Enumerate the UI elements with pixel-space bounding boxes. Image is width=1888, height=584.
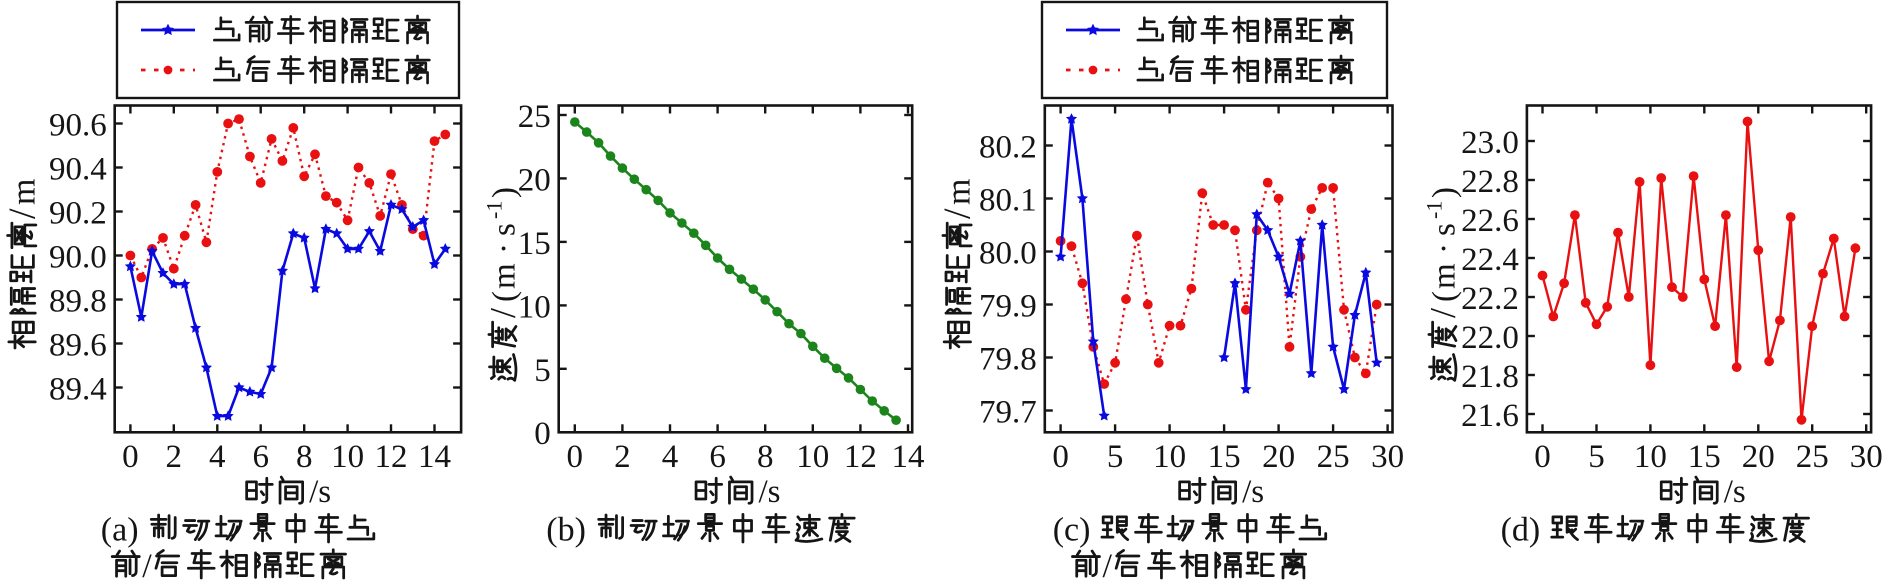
svg-text:10: 10 [796,439,829,475]
svg-text:30: 30 [1371,439,1404,475]
svg-text:89.4: 89.4 [49,372,107,408]
svg-text:79.8: 79.8 [979,342,1037,378]
svg-text:90.4: 90.4 [49,152,107,188]
svg-text:10: 10 [331,439,364,475]
svg-text:21.6: 21.6 [1461,398,1519,434]
svg-text:10: 10 [518,289,551,325]
svg-text:22.2: 22.2 [1461,281,1519,317]
svg-text:80.2: 80.2 [979,130,1037,166]
svg-text:90.6: 90.6 [49,108,107,144]
svg-text:m: m [941,179,978,205]
svg-text:m: m [487,263,523,289]
svg-text:90.2: 90.2 [49,196,107,232]
svg-text:(b): (b) [546,512,586,549]
svg-text:20: 20 [1742,439,1775,475]
svg-text:/: / [1423,308,1463,318]
svg-text:15: 15 [518,226,551,262]
svg-text:s: s [487,223,523,236]
svg-text:21.8: 21.8 [1461,359,1519,395]
svg-text:79.9: 79.9 [979,289,1037,325]
svg-text:/: / [937,208,979,219]
svg-text:(d): (d) [1501,512,1541,549]
svg-text:2: 2 [614,439,631,475]
svg-text:5: 5 [534,353,551,389]
svg-text:(: ( [1427,291,1463,302]
svg-text:12: 12 [375,439,408,475]
svg-text:10: 10 [1153,439,1186,475]
svg-text:22.4: 22.4 [1461,242,1519,278]
svg-text:79.7: 79.7 [979,395,1037,431]
svg-text:6: 6 [252,439,269,475]
svg-text:-1: -1 [482,201,507,219]
svg-text:(: ( [487,291,523,302]
svg-text:80.0: 80.0 [979,236,1037,272]
svg-text:/s: /s [759,474,781,510]
svg-text:25: 25 [1796,439,1829,475]
svg-text:5: 5 [1588,439,1605,475]
svg-text:/s: /s [1242,474,1264,510]
svg-text:(c): (c) [1053,512,1091,549]
svg-text:20: 20 [518,162,551,198]
svg-text:22.6: 22.6 [1461,203,1519,239]
svg-text:2: 2 [166,439,183,475]
svg-text:/: / [483,308,523,318]
svg-text:20: 20 [1262,439,1295,475]
svg-text:25: 25 [1317,439,1350,475]
svg-text:m: m [5,179,42,205]
svg-text:-1: -1 [1422,201,1447,219]
svg-text:6: 6 [709,439,726,475]
svg-text:12: 12 [844,439,877,475]
svg-text:0: 0 [1052,439,1069,475]
svg-text:80.1: 80.1 [979,183,1037,219]
svg-text:89.8: 89.8 [49,284,107,320]
svg-text:8: 8 [757,439,774,475]
svg-text:10: 10 [1634,439,1667,475]
svg-text:15: 15 [1688,439,1721,475]
svg-text:30: 30 [1850,439,1883,475]
svg-text:0: 0 [122,439,139,475]
svg-text:·: · [1427,243,1463,254]
svg-text:/: / [142,548,152,584]
svg-text:(a): (a) [101,512,139,549]
svg-text:14: 14 [892,439,925,475]
svg-text:0: 0 [534,416,551,452]
svg-text:8: 8 [296,439,313,475]
svg-text:5: 5 [1107,439,1124,475]
svg-text:0: 0 [1534,439,1551,475]
svg-text:0: 0 [567,439,584,475]
svg-text:): ) [487,187,523,198]
svg-text:/: / [1,208,43,219]
svg-text:/s: /s [1724,474,1746,510]
svg-text:23.0: 23.0 [1461,125,1519,161]
svg-text:4: 4 [209,439,226,475]
svg-text:s: s [1427,223,1463,236]
svg-text:15: 15 [1208,439,1241,475]
svg-text:25: 25 [518,99,551,135]
svg-text:14: 14 [418,439,451,475]
svg-text:22.0: 22.0 [1461,320,1519,356]
svg-text:·: · [487,243,523,254]
svg-text:m: m [1427,263,1463,289]
svg-text:90.0: 90.0 [49,240,107,276]
svg-text:89.6: 89.6 [49,328,107,364]
svg-text:/s: /s [309,474,331,510]
svg-text:4: 4 [662,439,679,475]
svg-text:): ) [1427,187,1463,198]
svg-text:/: / [1103,548,1113,584]
svg-text:22.8: 22.8 [1461,164,1519,200]
